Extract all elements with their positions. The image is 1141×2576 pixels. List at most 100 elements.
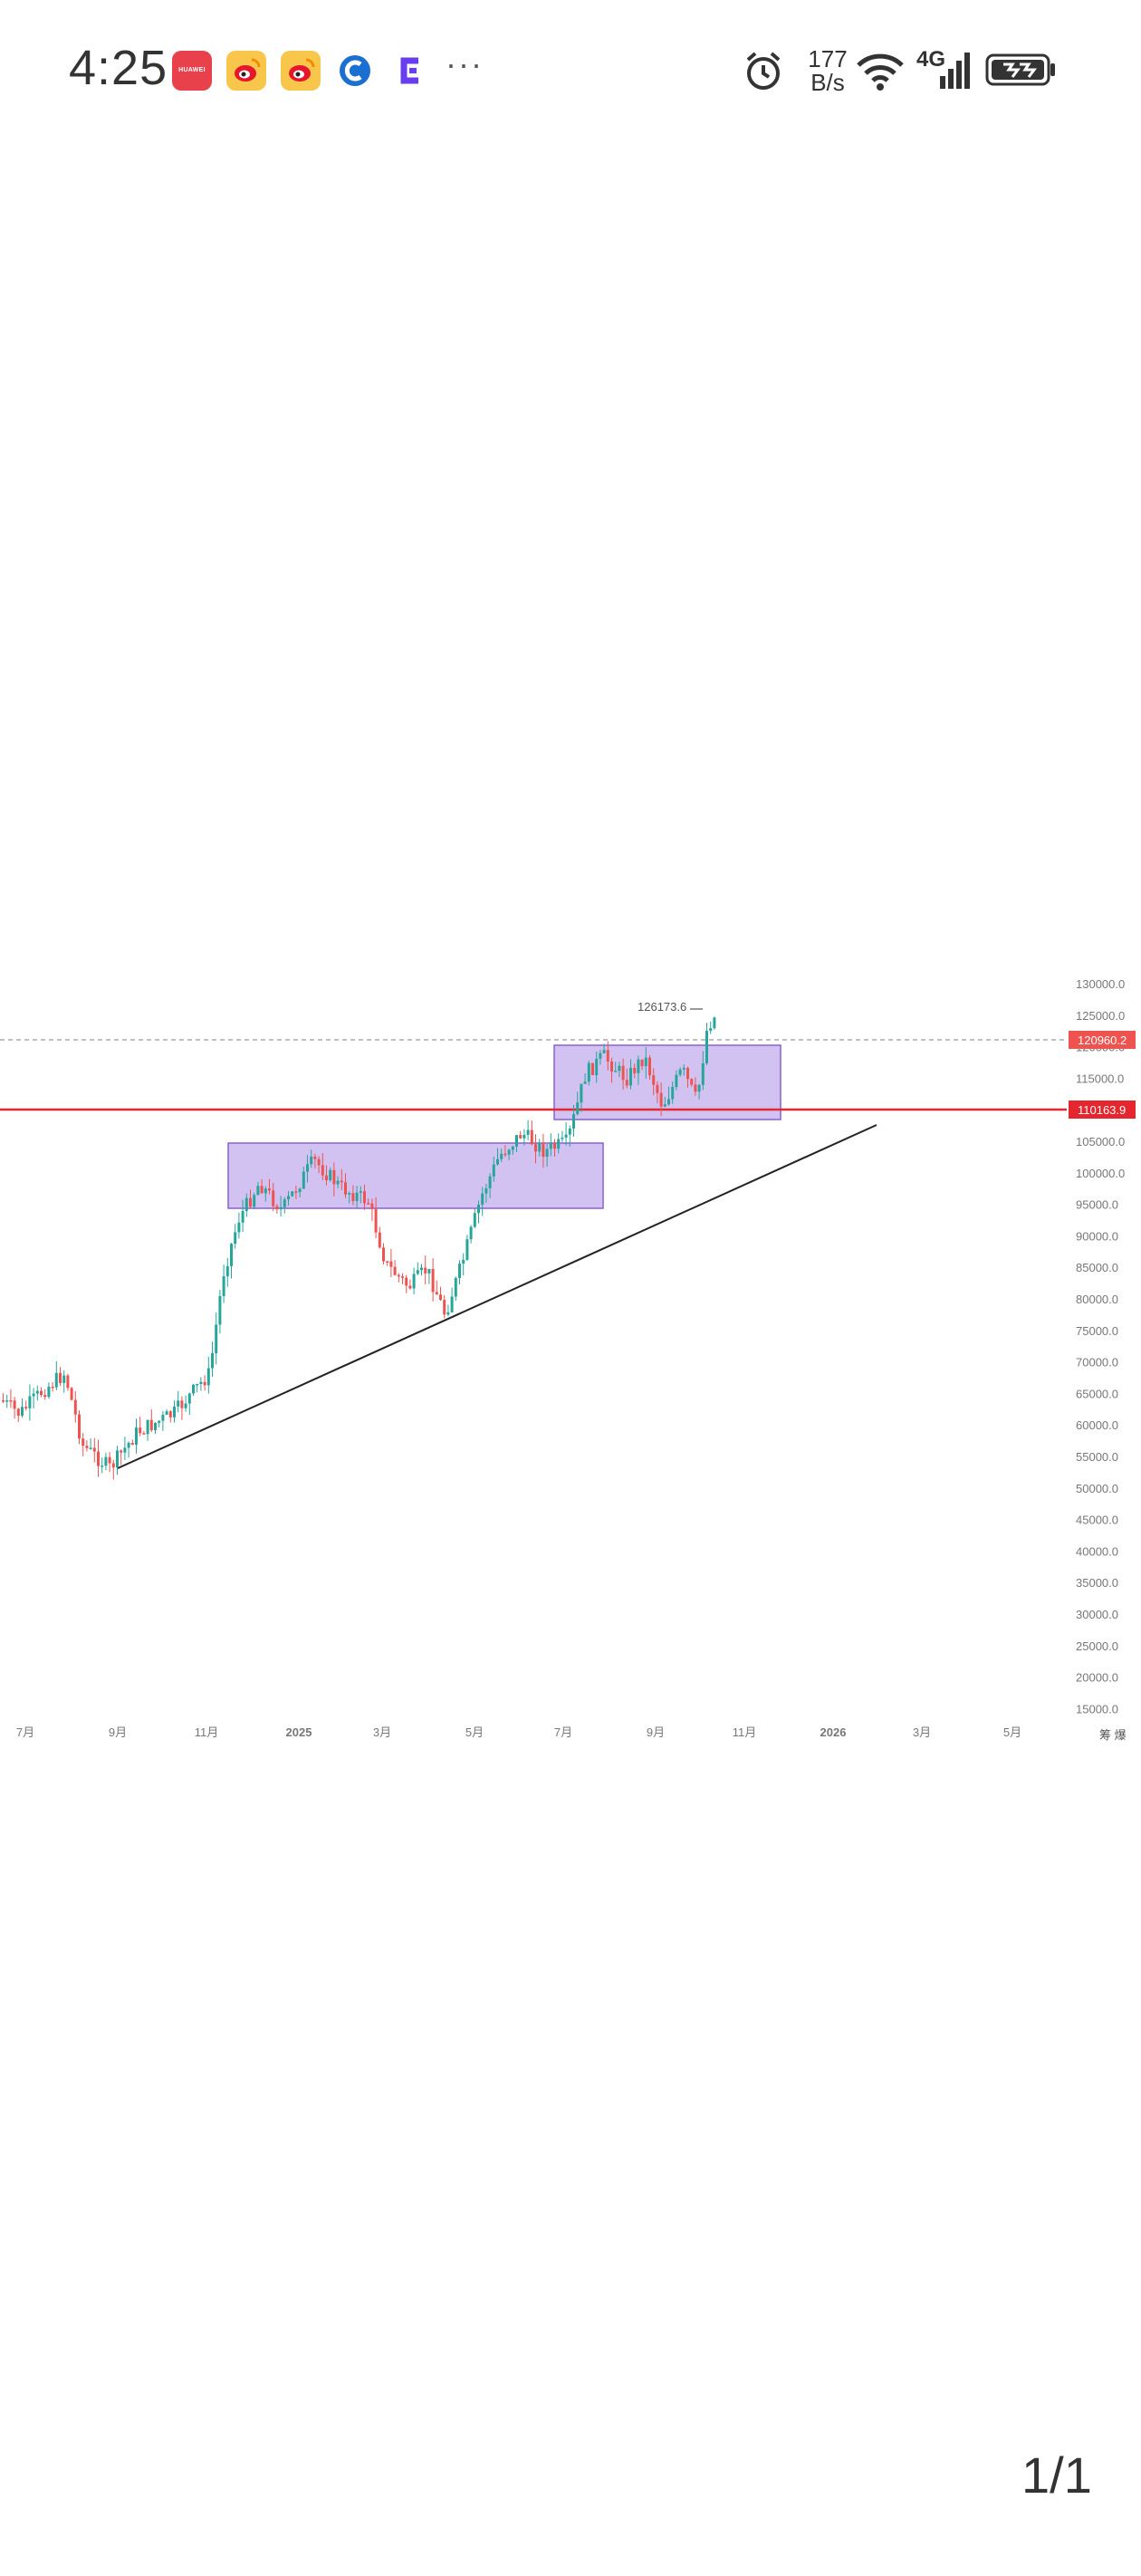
candle-body: [629, 1067, 632, 1086]
candle-body: [2, 1400, 5, 1402]
candle-body: [587, 1062, 590, 1082]
candle-body: [203, 1381, 206, 1386]
candle-body: [234, 1232, 237, 1245]
horizontal-level-tag-text: 110163.9: [1078, 1103, 1126, 1117]
current-price-tag: [1069, 1031, 1136, 1049]
y-tick-label: 70000.0: [1076, 1356, 1118, 1370]
y-tick-label: 80000.0: [1076, 1293, 1118, 1306]
y-tick-label: 15000.0: [1076, 1702, 1118, 1716]
x-tick-label: 9月: [647, 1725, 665, 1739]
ctrip-icon: [340, 55, 370, 86]
candle-body: [264, 1188, 267, 1194]
x-tick-label: 11月: [733, 1725, 757, 1739]
candle-body: [542, 1142, 545, 1158]
price-chart[interactable]: 130000.0125000.0120000.0115000.0110000.0…: [0, 975, 1141, 1754]
candle-body: [439, 1294, 442, 1301]
candle-body: [154, 1422, 157, 1431]
candle-body: [321, 1165, 324, 1176]
candle-body: [206, 1368, 210, 1386]
candle-body: [28, 1396, 32, 1408]
y-tick-label: 20000.0: [1076, 1671, 1118, 1685]
y-tick-label: 85000.0: [1076, 1261, 1118, 1274]
candle-body: [21, 1407, 24, 1416]
candle-body: [104, 1456, 108, 1466]
candle-body: [553, 1143, 556, 1149]
candle-body: [633, 1067, 637, 1073]
wifi-icon: [857, 53, 904, 91]
candle-body: [70, 1388, 73, 1400]
candle-body: [336, 1180, 340, 1185]
candle-body: [374, 1208, 378, 1233]
candle-body: [260, 1186, 264, 1194]
candle-body: [602, 1050, 606, 1053]
x-tick-label: 2025: [286, 1725, 312, 1739]
candle-body: [595, 1058, 599, 1075]
candle-body: [530, 1129, 533, 1145]
candle-body: [538, 1142, 542, 1152]
candle-body: [130, 1442, 134, 1446]
candle-body: [184, 1403, 187, 1408]
y-tick-label: 30000.0: [1076, 1608, 1118, 1621]
y-tick-label: 45000.0: [1076, 1514, 1118, 1527]
candle-body: [249, 1197, 252, 1207]
candle-body: [405, 1277, 408, 1286]
candle-body: [701, 1062, 705, 1085]
candle-body: [24, 1407, 28, 1408]
candle-body: [325, 1175, 328, 1181]
candle-body: [686, 1067, 689, 1080]
candle-body: [127, 1442, 130, 1448]
candle-body: [275, 1206, 279, 1210]
candle-body: [678, 1069, 682, 1075]
candle-body: [549, 1143, 552, 1149]
candle-body: [465, 1239, 469, 1260]
candle-body: [435, 1292, 438, 1295]
candle-body: [168, 1411, 172, 1418]
y-tick-label: 55000.0: [1076, 1450, 1118, 1464]
candle-body: [180, 1400, 184, 1408]
candle-body: [637, 1059, 640, 1073]
y-tick-label: 125000.0: [1076, 1009, 1125, 1023]
candle-body: [572, 1114, 575, 1129]
candle-body: [73, 1399, 77, 1415]
candle-body: [348, 1193, 351, 1195]
lower-consolidation-zone: [227, 1142, 604, 1209]
candle-body: [135, 1427, 138, 1446]
candle-body: [177, 1400, 180, 1407]
candle-body: [78, 1414, 81, 1439]
candle-body: [618, 1065, 621, 1072]
candle-body: [534, 1144, 537, 1152]
candle-body: [705, 1031, 708, 1063]
candle-body: [237, 1222, 241, 1233]
candle-body: [291, 1191, 294, 1197]
candle-body: [256, 1186, 260, 1196]
candle-body: [13, 1400, 16, 1409]
candle-body: [663, 1104, 666, 1107]
candles: [2, 1016, 716, 1480]
candle-body: [389, 1261, 393, 1267]
battery-charging-icon: [985, 53, 1055, 86]
candle-body: [351, 1193, 355, 1202]
candle-body: [682, 1067, 686, 1070]
y-tick-label: 35000.0: [1076, 1576, 1118, 1590]
candle-body: [43, 1395, 47, 1398]
candle-body: [120, 1450, 123, 1453]
candle-body: [576, 1102, 580, 1115]
candle-body: [568, 1128, 571, 1135]
candle-body: [382, 1247, 385, 1262]
candle-body: [393, 1266, 397, 1275]
candle-body: [89, 1447, 92, 1449]
candle-body: [370, 1203, 374, 1209]
candle-body: [97, 1451, 100, 1466]
huawei-appgallery-icon: HUAWEI: [172, 51, 212, 91]
weibo-icon: [281, 51, 321, 91]
candle-body: [458, 1264, 461, 1279]
candle-body: [111, 1463, 115, 1468]
candle-body: [424, 1267, 427, 1274]
candle-body: [427, 1269, 431, 1274]
more-notifications-icon: ···: [446, 45, 484, 82]
candle-body: [667, 1099, 670, 1105]
candle-body: [386, 1261, 389, 1263]
candle-body: [272, 1190, 275, 1206]
network-type: 4G: [916, 47, 946, 72]
candle-body: [583, 1081, 587, 1084]
